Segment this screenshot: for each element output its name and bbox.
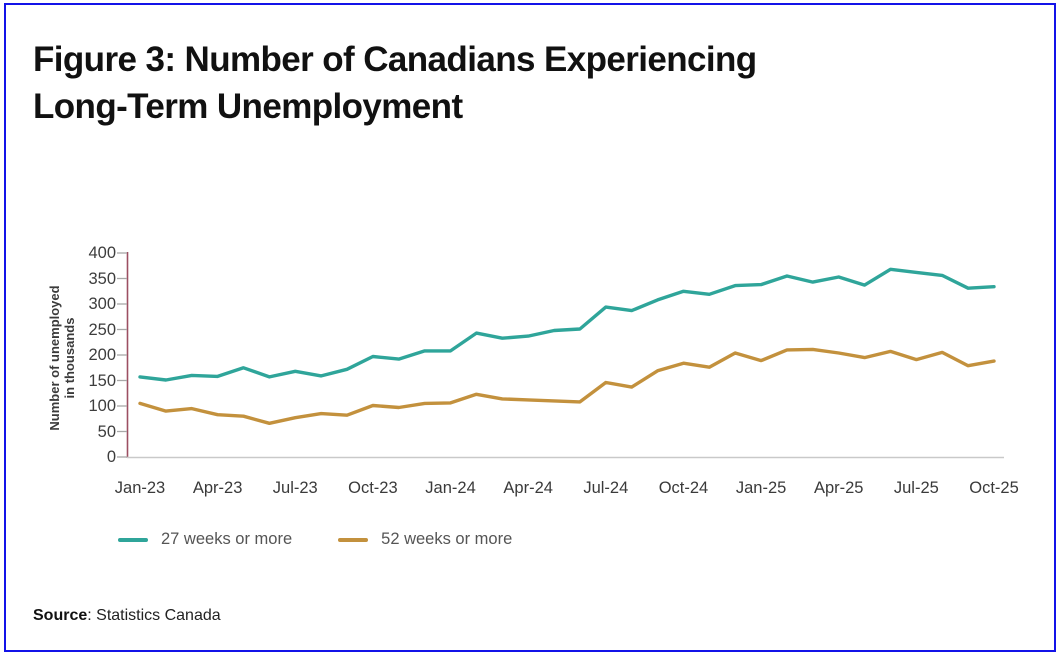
chart-legend: 27 weeks or more 52 weeks or more [118,530,512,549]
y-tick-label: 50 [97,422,116,441]
y-tick-label: 200 [88,346,116,364]
y-tick-label: 400 [88,244,116,262]
figure-title-line2: Long-Term Unemployment [33,87,463,126]
source-label: Source [33,607,88,624]
source-note: Source: Statistics Canada [33,607,221,625]
x-tick-label: Apr-25 [813,479,864,497]
x-tick-label: Oct-24 [658,479,709,497]
legend-item-27-weeks: 27 weeks or more [118,530,292,549]
x-tick-label: Jan-25 [735,479,787,497]
y-tick-label: 250 [88,320,116,339]
x-tick-label: Oct-23 [348,479,398,497]
legend-swatch-52-weeks-icon [338,537,369,542]
figure-title: Figure 3: Number of Canadians Experienci… [33,36,757,130]
legend-label-52-weeks: 52 weeks or more [381,530,513,548]
series-line-27-weeks [138,267,996,382]
x-tick-label: Jul-24 [583,479,629,497]
x-tick-label: Apr-24 [503,479,553,497]
x-tick-label: Jan-24 [425,479,476,497]
legend-item-52-weeks: 52 weeks or more [338,530,512,549]
figure-title-line1: Figure 3: Number of Canadians Experienci… [33,40,757,79]
source-text: : Statistics Canada [87,607,221,624]
x-tick-label: Apr-23 [192,479,243,497]
x-tick-label: Oct-25 [969,479,1019,497]
x-tick-label: Jan-23 [114,479,166,497]
x-tick-label: Jul-23 [272,479,318,497]
legend-label-27-weeks: 27 weeks or more [161,530,293,548]
y-tick-label: 0 [106,448,116,466]
x-tick-label: Jul-25 [893,479,939,497]
legend-swatch-27-weeks-icon [118,537,148,542]
y-tick-label: 150 [88,371,116,390]
y-tick-label: 350 [88,269,116,288]
series-line-52-weeks [138,347,996,425]
y-tick-label: 100 [88,397,116,415]
y-tick-label: 300 [88,295,116,313]
